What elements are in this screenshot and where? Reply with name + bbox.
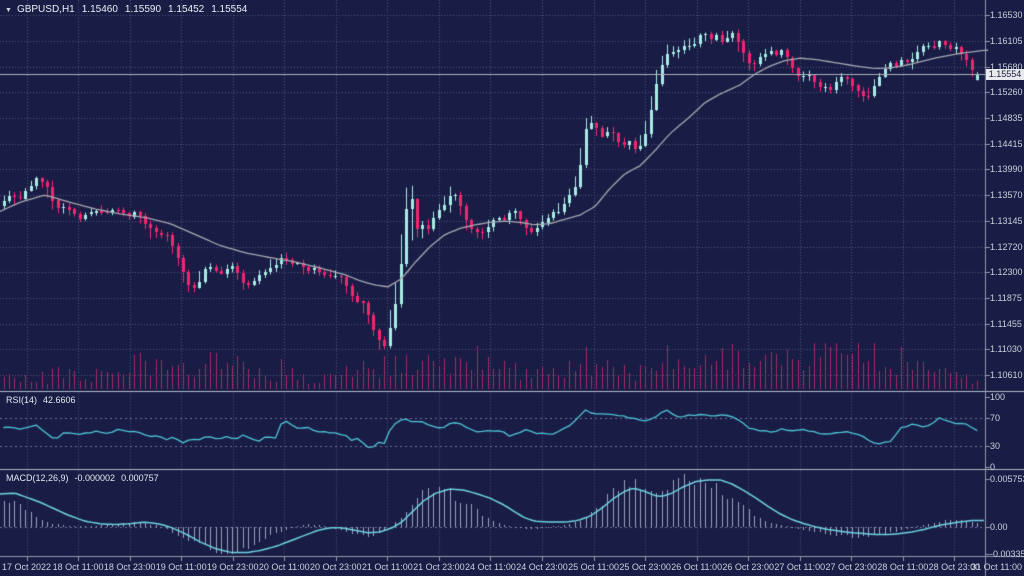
time-axis-label: 24 Oct 11:00 [465,562,516,572]
price-axis-label: 1.16105 [990,35,1023,46]
time-axis-label: 21 Oct 11:00 [361,562,413,572]
price-axis-label: 1.16530 [990,10,1023,20]
macd-axis-label: 0.00 [990,522,1008,532]
time-axis-label: 19 Oct 23:00 [206,562,259,572]
time-axis-label: 24 Oct 23:00 [516,562,568,572]
rsi-axis-label: 100 [990,392,1006,403]
chart-ohlc-header: ▼ GBPUSD,H1 1.15460 1.15590 1.15452 1.15554 [5,4,254,15]
time-axis-label: 26 Oct 23:00 [722,562,774,572]
macd-axis-label: 0.005753 [990,474,1024,485]
macd-signal-value: 0.000757 [121,473,159,483]
time-axis-label: 17 Oct 2022 [1,562,52,572]
rsi-value: 42.6606 [43,395,76,405]
macd-main-value: -0.000002 [74,473,116,483]
time-axis-label: 28 Oct 11:00 [877,562,929,572]
price-axis-label: 1.14835 [990,113,1023,124]
symbol-period-label: GBPUSD,H1 [16,4,75,15]
current-price-tag: 1.15554 [986,69,1024,80]
rsi-axis-label: 70 [990,413,1001,424]
price-axis-label: 1.12300 [990,267,1023,278]
ohlc-close-value: 1.15554 [211,4,248,15]
rsi-axis-label: 30 [990,441,1001,452]
ohlc-high-value: 1.15590 [124,4,162,15]
time-axis-label: 28 Oct 23:00 [928,562,981,572]
macd-axis-label: -0.003354 [990,549,1024,559]
price-axis-label: 1.11030 [990,344,1022,355]
ohlc-low-value: 1.15452 [168,4,205,15]
price-axis-label: 1.15260 [990,87,1023,98]
price-axis-label: 1.13990 [990,164,1023,175]
price-axis-label: 1.14415 [990,138,1023,149]
ohlc-open-value: 1.15460 [81,4,118,15]
time-axis-label: 21 Oct 23:00 [413,562,465,572]
macd-label: MACD(12,26,9) [6,473,69,483]
time-axis-label: 25 Oct 11:00 [568,562,619,572]
time-axis-label: 20 Oct 11:00 [258,562,310,572]
price-axis-label: 1.12720 [990,241,1023,252]
time-axis-label: 18 Oct 11:00 [52,562,104,572]
time-axis-label: 27 Oct 11:00 [774,562,826,572]
rsi-label: RSI(14) [6,395,38,405]
price-axis-label: 1.13145 [990,215,1023,226]
price-axis-label: 1.11455 [990,318,1022,329]
price-axis-label: 1.10610 [990,370,1023,380]
rsi-axis-label: 0 [990,462,996,473]
macd-indicator-header: MACD(12,26,9) -0.000002 0.000757 [6,473,165,483]
time-axis-label: 20 Oct 23:00 [310,562,362,572]
time-axis-label: 31 Oct 11:00 [971,562,1022,572]
time-axis-label: 18 Oct 23:00 [103,562,156,572]
time-axis-label: 26 Oct 11:00 [671,562,723,572]
time-axis-label: 27 Oct 23:00 [825,562,878,572]
price-axis-label: 1.13570 [990,190,1023,200]
symbol-dropdown-icon[interactable]: ▼ [5,7,12,14]
time-axis-label: 19 Oct 11:00 [155,562,207,572]
time-axis-label: 25 Oct 23:00 [619,562,671,572]
rsi-indicator-header: RSI(14) 42.6606 [6,395,82,405]
price-axis-label: 1.15680 [990,61,1023,72]
price-axis-label: 1.11875 [990,293,1022,304]
